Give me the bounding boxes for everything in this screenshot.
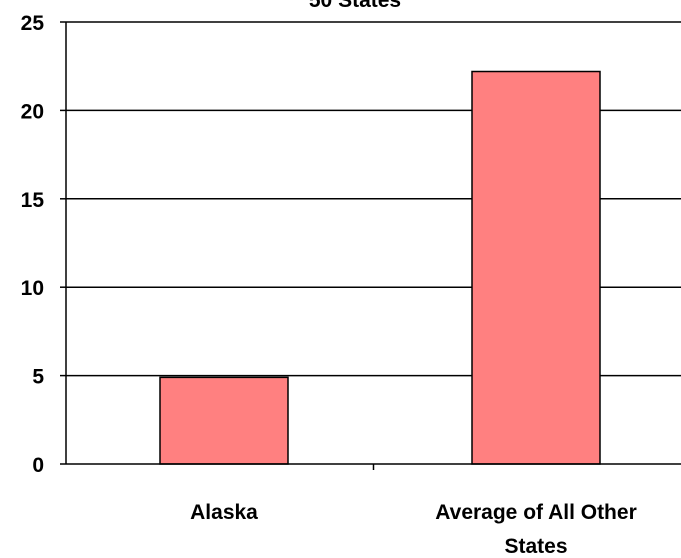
x-category-label: Average of All Other	[435, 501, 637, 524]
x-category-label: Alaska	[190, 501, 258, 524]
axes	[60, 21, 681, 470]
y-tick-label: 5	[32, 366, 44, 389]
x-category-labels: Alaska Average of All Other States	[190, 501, 637, 558]
y-tick-label: 10	[21, 277, 44, 300]
bars	[159, 70, 601, 465]
x-category-label: States	[504, 535, 567, 558]
chart-title: 50 States	[309, 0, 401, 12]
y-tick-labels: 0 5 10 15 20 25	[21, 12, 45, 477]
bar-alaska	[159, 376, 289, 465]
y-tick-label: 0	[32, 454, 44, 477]
bar-average-of-all-other-states	[471, 70, 601, 465]
y-tick-label: 25	[21, 12, 45, 35]
y-tick-label: 20	[21, 100, 44, 123]
y-tick-label: 15	[21, 189, 45, 212]
